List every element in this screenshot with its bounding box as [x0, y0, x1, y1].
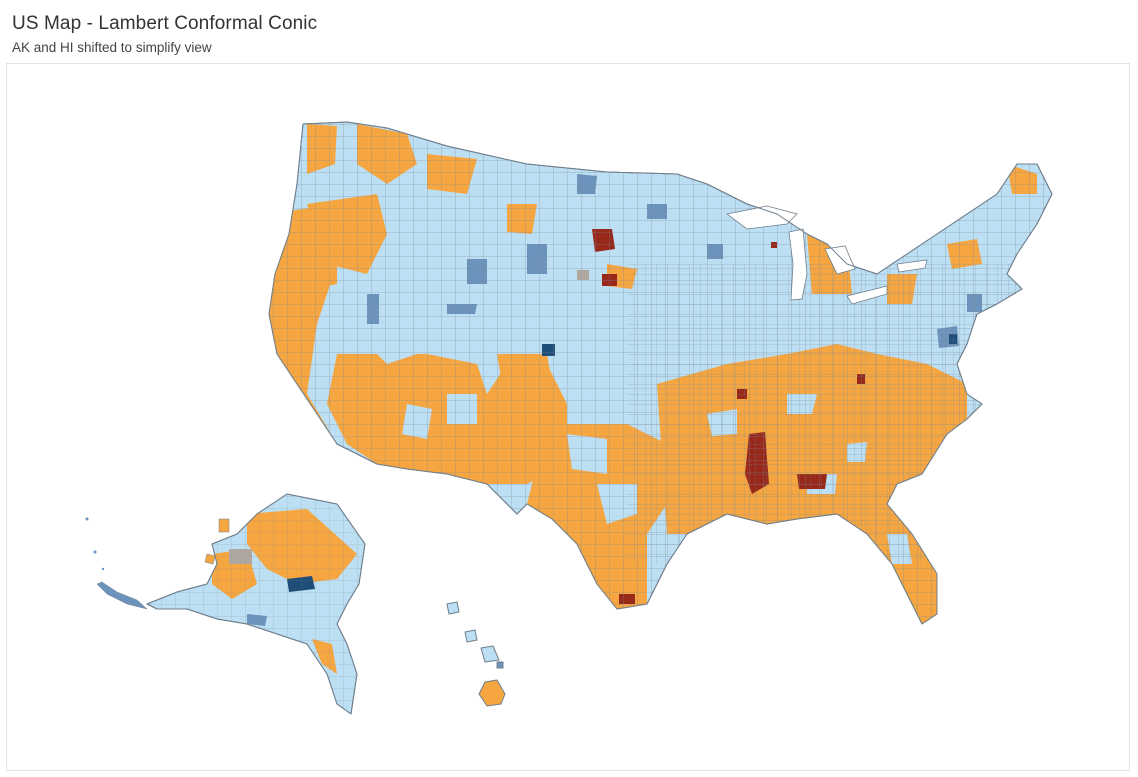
- lake-michigan: [788, 228, 808, 301]
- alaska-region[interactable]: [85, 493, 378, 724]
- hawaii-region[interactable]: [446, 601, 506, 707]
- county-map[interactable]: [7, 64, 1130, 771]
- lake-huron: [824, 245, 856, 275]
- map-subtitle: AK and HI shifted to simplify view: [12, 40, 212, 55]
- county-fills: [269, 122, 1052, 624]
- map-title: US Map - Lambert Conformal Conic: [12, 13, 318, 34]
- header: US Map - Lambert Conformal Conic AK and …: [12, 12, 1122, 57]
- lake-ontario: [896, 259, 928, 273]
- map-view[interactable]: [6, 63, 1130, 771]
- contiguous-us-region[interactable]: [257, 114, 1077, 634]
- lake-erie: [846, 285, 888, 305]
- lake-superior: [726, 205, 798, 230]
